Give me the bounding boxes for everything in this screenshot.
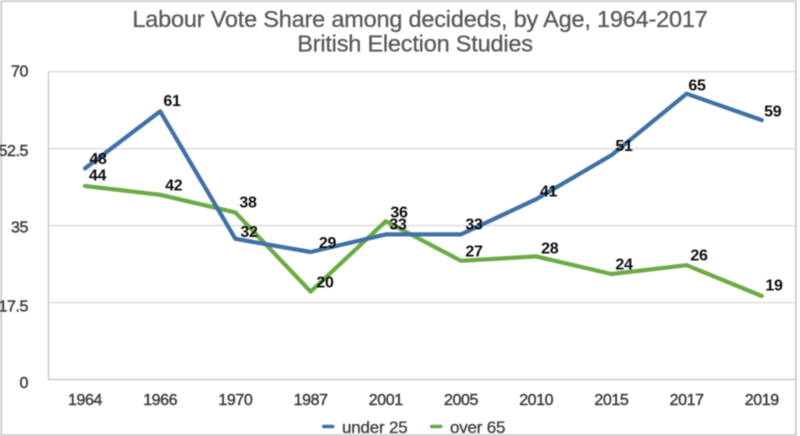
svg-text:2019: 2019 [745,392,779,409]
svg-text:24: 24 [615,257,633,274]
svg-text:British Election Studies: British Election Studies [297,31,533,57]
svg-text:2001: 2001 [369,392,403,409]
svg-text:65: 65 [688,78,706,95]
svg-text:29: 29 [319,235,337,252]
svg-text:70: 70 [11,64,28,81]
svg-text:33: 33 [465,217,483,234]
svg-text:59: 59 [764,104,782,121]
svg-text:1964: 1964 [68,392,102,409]
svg-text:2017: 2017 [670,392,704,409]
svg-text:2010: 2010 [519,392,553,409]
svg-text:61: 61 [163,93,181,110]
svg-text:2005: 2005 [444,392,478,409]
svg-text:2015: 2015 [594,392,628,409]
svg-text:over 65: over 65 [450,418,505,436]
svg-text:36: 36 [390,205,408,222]
svg-text:33: 33 [389,217,407,234]
svg-text:38: 38 [239,195,257,212]
svg-text:35: 35 [11,220,28,237]
svg-text:26: 26 [690,248,708,265]
svg-text:48: 48 [89,151,107,168]
svg-text:51: 51 [615,138,633,155]
svg-text:17.5: 17.5 [0,299,28,316]
svg-text:41: 41 [540,184,558,201]
svg-text:1966: 1966 [143,392,177,409]
svg-text:1987: 1987 [294,392,328,409]
svg-text:32: 32 [240,224,258,241]
svg-text:Labour Vote Share among decide: Labour Vote Share among decideds, by Age… [132,6,707,32]
svg-text:28: 28 [541,241,559,258]
svg-text:20: 20 [316,275,334,292]
svg-text:27: 27 [465,244,483,261]
svg-text:42: 42 [165,178,183,195]
svg-text:0: 0 [20,375,29,392]
svg-text:1970: 1970 [218,392,252,409]
svg-text:under 25: under 25 [342,418,408,436]
svg-text:52.5: 52.5 [0,143,28,160]
svg-text:44: 44 [89,168,107,185]
svg-text:19: 19 [765,278,783,295]
